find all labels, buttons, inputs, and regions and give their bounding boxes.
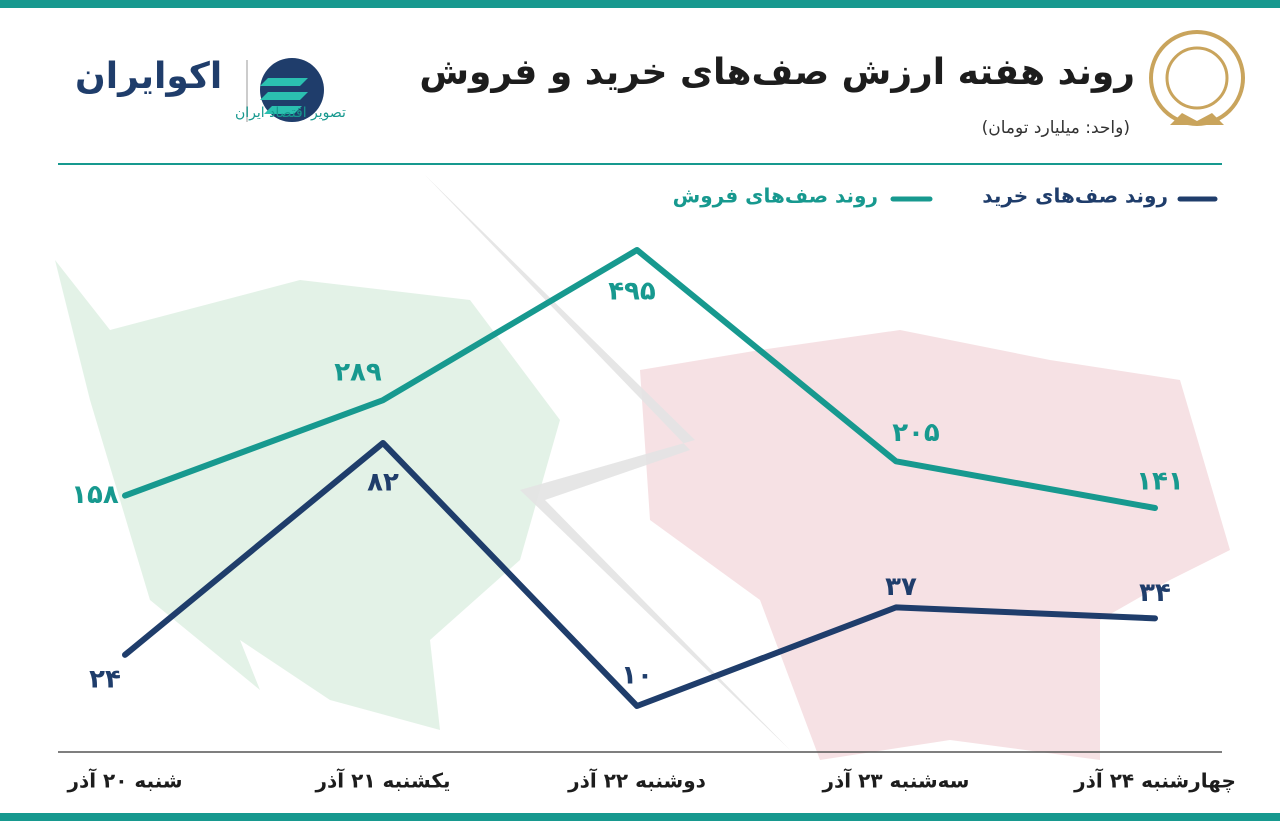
brand-tagline: تصویر اقتصاد ایران [235,105,346,121]
data-label: ۳۴ [1139,578,1171,608]
data-label: ۱۵۸ [71,480,119,510]
brand-logo [246,58,324,122]
series-line [122,440,1158,709]
bottom-bar [0,813,1280,821]
bear-shape [640,330,1230,760]
data-label: ۲۰۵ [892,418,940,448]
top-bar [0,0,1280,8]
data-label: ۴۹۵ [608,277,656,307]
x-tick-label: یکشنبه ۲۱ آذر [315,768,451,793]
data-label: ۱۴۱ [1136,467,1184,497]
x-tick-label: شنبه ۲۰ آذر [66,768,182,793]
series-line [122,247,1158,511]
data-label: ۲۸۹ [334,358,382,388]
x-tick-label: چهارشنبه ۲۴ آذر [1073,768,1236,794]
brand-name: اکوایران [75,56,222,97]
x-tick-label: سه‌شنبه ۲۳ آذر [822,768,970,793]
legend-label: روند صف‌های خرید [982,184,1168,208]
chart-subtitle: (واحد: میلیارد تومان) [982,118,1130,138]
x-tick-label: دوشنبه ۲۲ آذر [567,768,706,793]
data-label: ۲۴ [89,664,121,694]
emblem [1149,30,1245,126]
chart-title: روند هفته ارزش صف‌های خرید و فروش [419,52,1135,93]
data-label: ۳۷ [885,572,917,602]
legend-label: روند صف‌های فروش [673,184,878,208]
data-label: ۸۲ [367,468,399,498]
data-label: ۱۰ [621,661,653,691]
